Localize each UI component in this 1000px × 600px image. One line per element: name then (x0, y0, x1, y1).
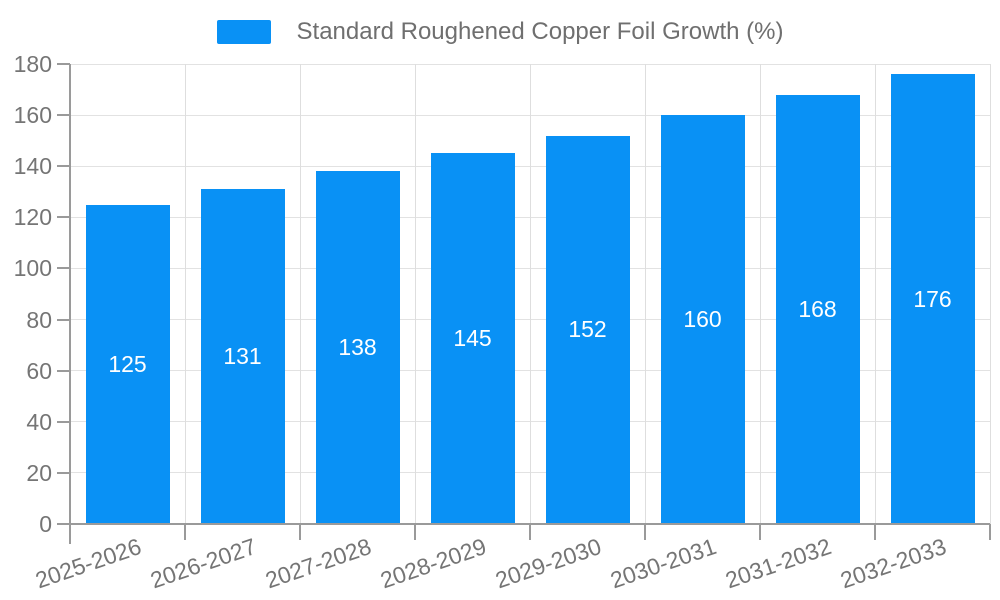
bar-value-label: 168 (798, 295, 837, 322)
y-axis-tick (57, 114, 70, 117)
legend-swatch (216, 20, 271, 44)
x-tick-label: 2029-2030 (491, 533, 604, 594)
legend[interactable]: Standard Roughened Copper Foil Growth (%… (0, 18, 1000, 46)
gridline-vertical (759, 64, 761, 524)
gridline-vertical (874, 64, 876, 524)
x-tick-label: 2025-2026 (31, 533, 144, 594)
y-tick-label: 0 (39, 511, 52, 537)
x-axis-tick (874, 524, 876, 540)
x-axis-tick (184, 524, 186, 540)
bar-value-label: 160 (683, 306, 722, 333)
bar: 152 (545, 135, 630, 524)
x-axis-tick (759, 524, 761, 540)
bar-value-label: 131 (223, 343, 262, 370)
x-axis-tick (299, 524, 301, 540)
y-axis-tick (57, 63, 70, 65)
x-tick-label: 2032-2033 (836, 533, 949, 594)
bar-value-label: 176 (913, 285, 952, 312)
y-axis-tick (57, 267, 70, 270)
x-tick-label: 2031-2032 (721, 533, 834, 594)
y-axis-tick (57, 216, 70, 219)
y-tick-label: 60 (26, 357, 52, 384)
bar-value-label: 138 (338, 334, 377, 361)
gridline-vertical (529, 64, 531, 524)
x-tick-label: 2030-2031 (606, 533, 719, 594)
y-axis-tick (57, 369, 70, 372)
y-axis-tick (57, 318, 70, 321)
gridline-vertical (184, 64, 186, 524)
x-tick-label: 2026-2027 (146, 533, 259, 594)
bar: 168 (775, 94, 860, 524)
gridline-vertical (989, 64, 991, 524)
bar-value-label: 145 (453, 325, 492, 352)
gridline-vertical (299, 64, 301, 524)
x-axis-tick (529, 524, 531, 540)
bar: 145 (430, 153, 515, 524)
y-tick-label: 80 (26, 306, 52, 333)
bar-value-label: 152 (568, 316, 607, 343)
y-axis-line (69, 64, 71, 544)
bar: 131 (200, 189, 285, 524)
bar: 176 (890, 74, 975, 524)
x-tick-label: 2027-2028 (261, 533, 374, 594)
y-tick-label: 40 (26, 408, 52, 435)
bar-value-label: 125 (108, 350, 147, 377)
gridline-vertical (644, 64, 646, 524)
gridline-vertical (414, 64, 416, 524)
legend-label: Standard Roughened Copper Foil Growth (%… (296, 18, 784, 45)
bar: 138 (315, 171, 400, 524)
y-tick-label: 160 (13, 102, 52, 129)
x-axis-tick (644, 524, 646, 540)
y-tick-label: 120 (13, 204, 52, 231)
y-tick-label: 180 (13, 51, 52, 77)
x-axis-tick (989, 524, 991, 540)
y-tick-label: 20 (26, 459, 52, 486)
y-tick-label: 100 (13, 255, 52, 282)
y-axis-tick (57, 471, 70, 474)
y-tick-label: 140 (13, 153, 52, 180)
y-axis-tick (57, 523, 70, 525)
x-axis-tick (414, 524, 416, 540)
x-tick-label: 2028-2029 (376, 533, 489, 594)
y-axis-tick (57, 165, 70, 168)
bar: 125 (85, 204, 170, 524)
bar: 160 (660, 115, 745, 524)
y-axis-tick (57, 420, 70, 423)
plot-area: 125 131 138 145 152 160 168 176 (70, 63, 991, 524)
